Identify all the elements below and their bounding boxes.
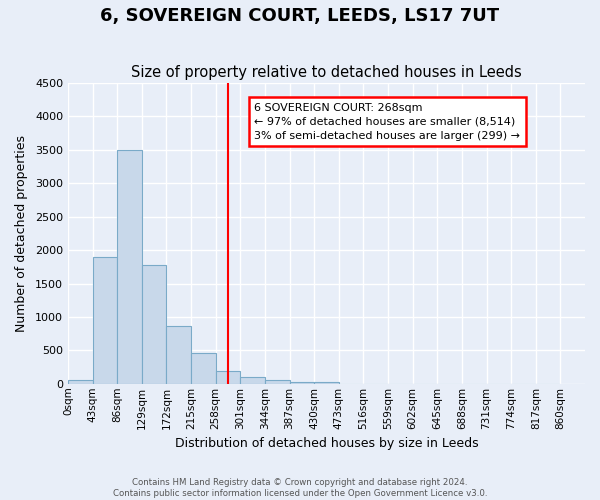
Title: Size of property relative to detached houses in Leeds: Size of property relative to detached ho… (131, 66, 522, 80)
Text: Contains HM Land Registry data © Crown copyright and database right 2024.
Contai: Contains HM Land Registry data © Crown c… (113, 478, 487, 498)
Y-axis label: Number of detached properties: Number of detached properties (15, 135, 28, 332)
Bar (314, 382, 339, 384)
X-axis label: Distribution of detached houses by size in Leeds: Distribution of detached houses by size … (175, 437, 478, 450)
Text: 6, SOVEREIGN COURT, LEEDS, LS17 7UT: 6, SOVEREIGN COURT, LEEDS, LS17 7UT (100, 8, 500, 26)
Bar (240, 378, 265, 384)
Bar (68, 380, 92, 384)
Bar (265, 380, 290, 384)
Bar (191, 353, 215, 384)
Bar (92, 257, 117, 384)
Bar (117, 150, 142, 384)
Bar (142, 265, 166, 384)
Bar (166, 326, 191, 384)
Bar (290, 382, 314, 384)
Text: 6 SOVEREIGN COURT: 268sqm
← 97% of detached houses are smaller (8,514)
3% of sem: 6 SOVEREIGN COURT: 268sqm ← 97% of detac… (254, 102, 520, 141)
Bar (215, 372, 240, 384)
